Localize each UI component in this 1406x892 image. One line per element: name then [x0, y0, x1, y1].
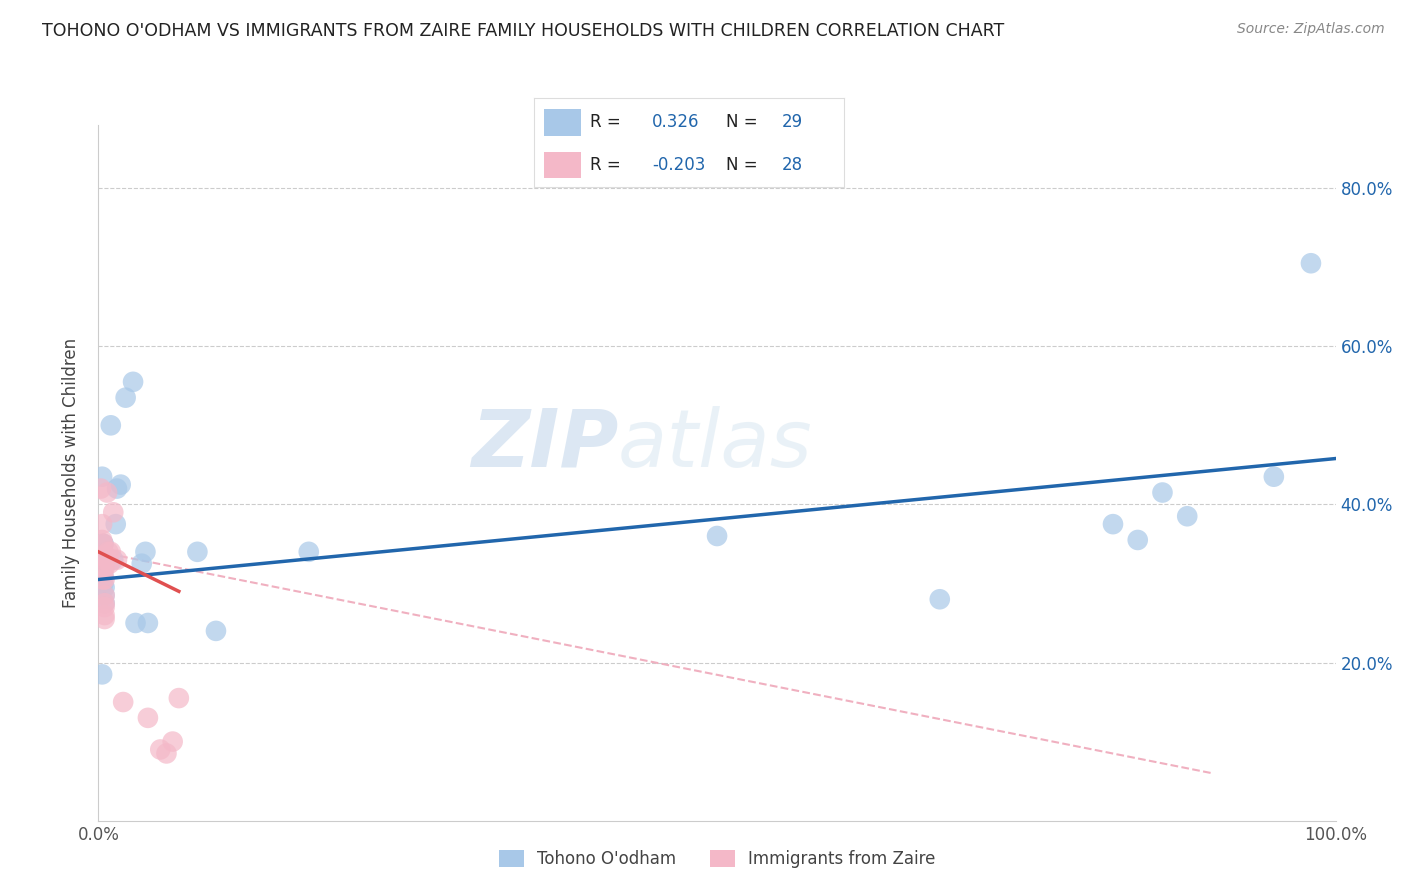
Text: N =: N =	[725, 113, 763, 131]
Point	[162, 734, 184, 748]
Point	[93, 560, 115, 574]
Text: Source: ZipAtlas.com: Source: ZipAtlas.com	[1237, 22, 1385, 37]
Point	[93, 596, 115, 610]
Point	[97, 545, 120, 559]
Bar	[544, 152, 581, 178]
Point	[134, 545, 156, 559]
Text: TOHONO O'ODHAM VS IMMIGRANTS FROM ZAIRE FAMILY HOUSEHOLDS WITH CHILDREN CORRELAT: TOHONO O'ODHAM VS IMMIGRANTS FROM ZAIRE …	[42, 22, 1004, 40]
Point	[93, 537, 115, 551]
Point	[124, 615, 146, 630]
Bar	[544, 109, 581, 136]
Point	[93, 581, 115, 595]
Point	[103, 505, 125, 519]
Point	[100, 545, 122, 559]
Point	[93, 600, 115, 615]
Point	[93, 576, 115, 591]
Point	[93, 612, 115, 626]
Text: R =: R =	[591, 113, 626, 131]
Point	[136, 711, 159, 725]
Point	[93, 588, 115, 602]
Point	[100, 418, 122, 433]
Point	[928, 592, 950, 607]
Point	[136, 615, 159, 630]
Text: atlas: atlas	[619, 406, 813, 484]
Point	[122, 375, 145, 389]
Point	[1126, 533, 1149, 547]
Text: R =: R =	[591, 156, 626, 174]
Text: ZIP: ZIP	[471, 406, 619, 484]
Point	[91, 517, 114, 532]
Point	[706, 529, 728, 543]
Point	[1102, 517, 1125, 532]
Point	[93, 608, 115, 623]
Point	[104, 517, 127, 532]
Point	[1263, 469, 1285, 483]
Text: 29: 29	[782, 113, 803, 131]
Text: N =: N =	[725, 156, 763, 174]
Text: 28: 28	[782, 156, 803, 174]
Point	[91, 533, 114, 547]
Text: 0.326: 0.326	[652, 113, 699, 131]
Point	[93, 549, 115, 563]
Point	[1299, 256, 1322, 270]
Point	[93, 596, 115, 610]
Text: -0.203: -0.203	[652, 156, 706, 174]
Point	[90, 482, 112, 496]
Point	[91, 469, 114, 483]
Point	[114, 391, 136, 405]
Point	[93, 552, 115, 567]
Point	[149, 742, 172, 756]
Y-axis label: Family Households with Children: Family Households with Children	[62, 338, 80, 607]
Point	[205, 624, 228, 638]
Point	[93, 568, 115, 582]
Point	[112, 695, 135, 709]
Point	[96, 485, 118, 500]
Point	[91, 667, 114, 681]
Point	[105, 552, 128, 567]
Point	[298, 545, 321, 559]
Point	[93, 552, 115, 567]
Point	[131, 557, 153, 571]
Point	[93, 537, 115, 551]
Point	[103, 552, 125, 567]
Point	[93, 573, 115, 587]
Point	[93, 588, 115, 602]
Point	[1175, 509, 1198, 524]
Point	[110, 477, 132, 491]
Point	[91, 549, 114, 563]
Point	[93, 565, 115, 579]
Point	[94, 549, 117, 563]
Legend: Tohono O'odham, Immigrants from Zaire: Tohono O'odham, Immigrants from Zaire	[492, 844, 942, 875]
Point	[1152, 485, 1174, 500]
Point	[93, 537, 115, 551]
Point	[186, 545, 208, 559]
Point	[167, 691, 190, 706]
Point	[105, 482, 128, 496]
Point	[155, 747, 177, 761]
Point	[98, 557, 121, 571]
Point	[93, 573, 115, 587]
